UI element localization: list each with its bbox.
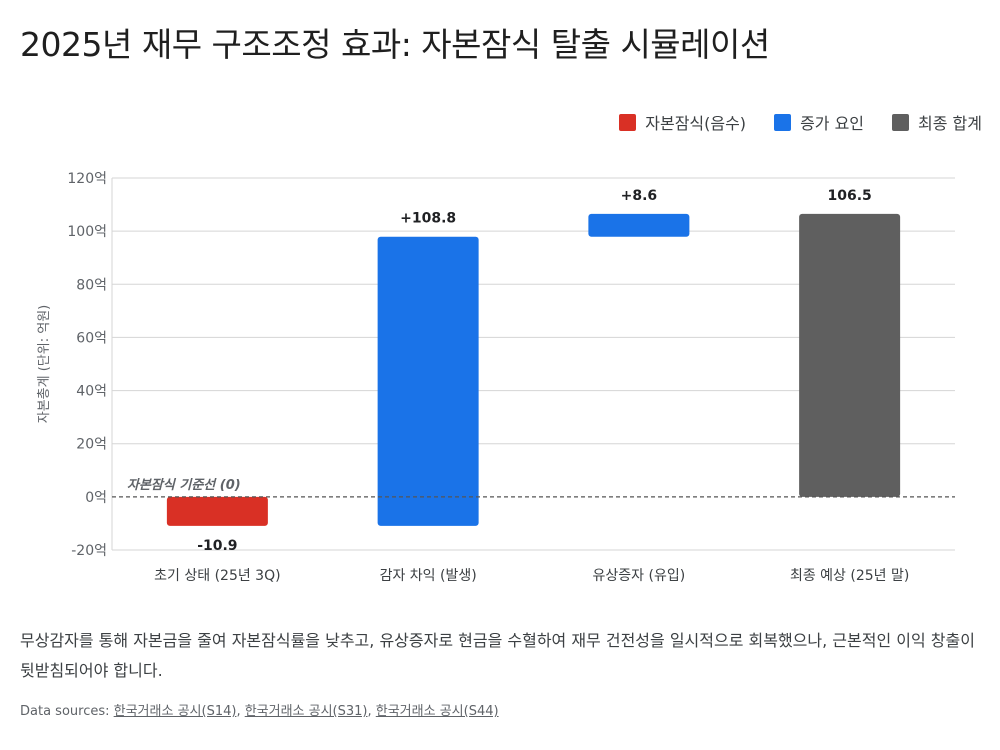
y-axis-title: 자본총계 (단위: 억원) — [37, 305, 52, 423]
x-tick-label: 감자 차익 (발생) — [380, 568, 477, 584]
y-tick-label: 40억 — [76, 384, 107, 400]
y-tick-label: 100억 — [67, 224, 107, 240]
legend: 자본잠식(음수) 증가 요인 최종 합계 — [619, 110, 982, 134]
data-label: -10.9 — [197, 538, 237, 554]
legend-label-increase: 증가 요인 — [800, 114, 865, 133]
bar-total — [799, 213, 901, 497]
data-sources: Data sources: 한국거래소 공시(S14), 한국거래소 공시(S3… — [20, 704, 499, 719]
legend-swatch-increase — [774, 113, 792, 131]
source-link-s44[interactable]: 한국거래소 공시(S44) — [375, 704, 499, 719]
legend-item-negative: 자본잠식(음수) — [619, 110, 746, 134]
y-tick-label: 0억 — [85, 490, 107, 506]
sources-prefix: Data sources: — [20, 704, 110, 719]
bar-negative — [166, 496, 268, 526]
legend-item-increase: 증가 요인 — [774, 110, 864, 134]
data-label: +8.6 — [621, 188, 658, 204]
legend-item-total: 최종 합계 — [892, 110, 982, 134]
bar-increase — [377, 236, 479, 526]
y-tick-label: 120억 — [67, 171, 107, 187]
source-link-s31[interactable]: 한국거래소 공시(S31) — [244, 704, 368, 719]
source-link-s14[interactable]: 한국거래소 공시(S14) — [113, 704, 237, 719]
chart-description: 무상감자를 통해 자본금을 줄여 자본잠식률을 낮추고, 유상증자로 현금을 수… — [20, 631, 975, 680]
y-tick-label: 20억 — [76, 437, 107, 453]
data-label: 106.5 — [827, 188, 871, 204]
baseline-label: 자본잠식 기준선 (0) — [127, 477, 241, 493]
legend-swatch-total — [892, 113, 910, 131]
x-tick-label: 초기 상태 (25년 3Q) — [154, 568, 280, 584]
x-tick-label: 유상증자 (유입) — [593, 568, 686, 584]
legend-label-negative: 자본잠식(음수) — [645, 114, 747, 133]
legend-label-total: 최종 합계 — [918, 114, 982, 133]
x-tick-label: 최종 예상 (25년 말) — [790, 568, 909, 584]
y-tick-label: 80억 — [76, 277, 107, 293]
data-label: +108.8 — [400, 211, 456, 227]
legend-swatch-negative — [619, 113, 637, 131]
chart-title: 2025년 재무 구조조정 효과: 자본잠식 탈출 시뮬레이션 — [20, 25, 770, 64]
y-tick-label: 60억 — [76, 330, 107, 346]
bar-increase — [588, 213, 690, 237]
y-tick-label: -20억 — [71, 543, 107, 559]
